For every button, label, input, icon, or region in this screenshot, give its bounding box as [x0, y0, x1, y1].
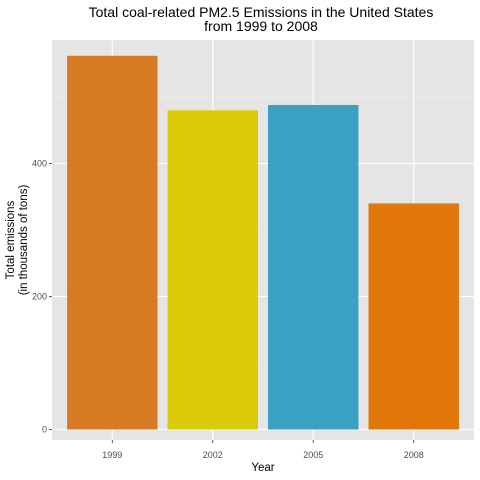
- y-tick-label: 400: [32, 159, 47, 169]
- bar-2002: [167, 110, 258, 430]
- y-axis-title: Total emissions (in thousands of tons): [5, 185, 30, 296]
- y-axis-title-line-1: Total emissions: [5, 200, 17, 279]
- x-tick-label: 2002: [203, 450, 223, 460]
- chart-title-line-1: Total coal-related PM2.5 Emissions in th…: [89, 4, 434, 20]
- y-tick-label: 0: [42, 425, 47, 435]
- y-tick-label: 200: [32, 292, 47, 302]
- chart-title-line-2: from 1999 to 2008: [204, 18, 318, 34]
- y-axis-title-line-2: (in thousands of tons): [18, 185, 30, 296]
- x-axis-title: Year: [251, 462, 274, 474]
- bars: [67, 55, 459, 430]
- axes: 0 200 400 1999 2002 2005 2008: [32, 159, 424, 461]
- x-tick-label: 1999: [102, 450, 122, 460]
- bar-2005: [268, 104, 359, 430]
- x-tick-label: 2005: [303, 450, 323, 460]
- bar-1999: [67, 55, 158, 430]
- x-tick-label: 2008: [404, 450, 424, 460]
- bar-2008: [368, 203, 459, 430]
